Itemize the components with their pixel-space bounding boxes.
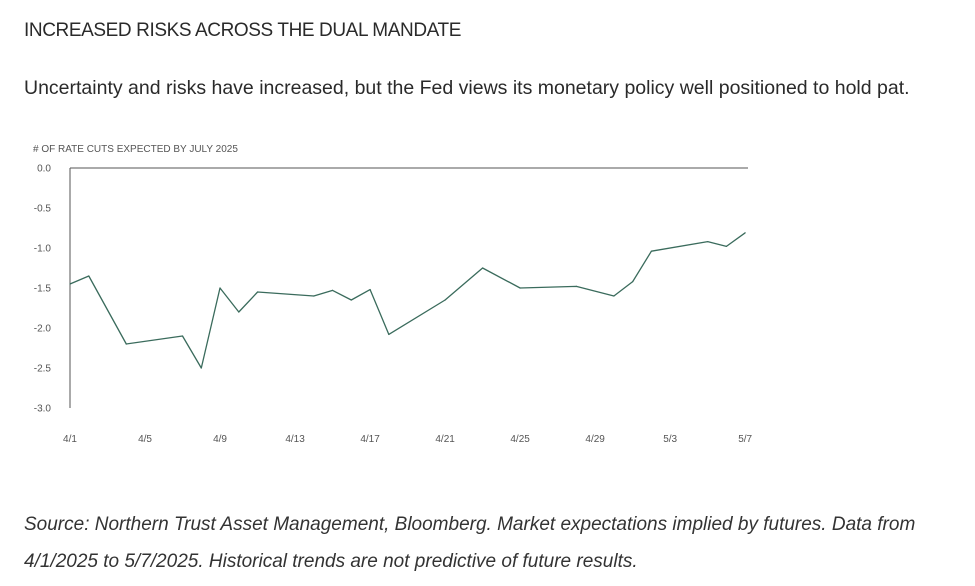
data-point: [181, 335, 184, 337]
y-tick-label: -0.5: [34, 204, 52, 215]
y-axis-label: # OF RATE CUTS EXPECTED BY JULY 2025: [33, 144, 238, 155]
data-point: [725, 245, 728, 247]
data-point: [238, 311, 240, 313]
x-tick-label: 4/5: [138, 434, 152, 445]
data-point: [650, 250, 653, 252]
chart-axes: [69, 167, 748, 408]
x-tick-label: 4/29: [585, 434, 605, 445]
y-tick-label: -1.5: [34, 284, 52, 295]
x-tick-label: 5/7: [738, 434, 752, 445]
data-point: [744, 232, 746, 234]
data-point: [125, 343, 127, 345]
source-note: Source: Northern Trust Asset Management,…: [24, 514, 916, 572]
data-point: [369, 289, 371, 291]
data-point: [707, 241, 709, 243]
chart-svg: # OF RATE CUTS EXPECTED BY JULY 2025 0.0…: [33, 144, 753, 445]
data-point: [331, 289, 334, 291]
data-point: [88, 275, 90, 277]
line-chart: # OF RATE CUTS EXPECTED BY JULY 2025 0.0…: [0, 136, 975, 456]
data-point: [444, 299, 446, 301]
x-tick-label: 4/1: [63, 434, 77, 445]
data-point: [350, 299, 352, 301]
y-tick-label: -2.0: [34, 324, 52, 335]
x-tick-label: 4/21: [435, 434, 455, 445]
y-tick-labels: 0.0 -0.5 -1.0 -1.5 -2.0 -2.5 -3.0: [34, 164, 52, 415]
data-point: [313, 295, 315, 297]
data-point: [200, 367, 202, 369]
data-point: [632, 281, 634, 283]
data-point: [256, 291, 259, 293]
data-point: [575, 285, 577, 287]
x-tick-label: 4/25: [510, 434, 530, 445]
series-group: [69, 232, 746, 369]
data-point: [219, 287, 221, 289]
x-tick-labels: 4/1 4/5 4/9 4/13 4/17 4/21 4/25 4/29 5/3 5/7: [63, 434, 753, 445]
x-tick-label: 4/9: [213, 434, 227, 445]
x-tick-label: 4/13: [285, 434, 305, 445]
data-point: [613, 295, 615, 297]
y-tick-label: 0.0: [37, 164, 51, 175]
x-tick-label: 5/3: [663, 434, 677, 445]
x-tick-label: 4/17: [360, 434, 380, 445]
data-point: [388, 333, 390, 335]
series-line: [69, 232, 746, 369]
y-tick-label: -2.5: [34, 364, 52, 375]
data-point: [482, 267, 484, 269]
y-tick-label: -3.0: [34, 404, 52, 415]
y-tick-label: -1.0: [34, 244, 52, 255]
chart-title: INCREASED RISKS ACROSS THE DUAL MANDATE: [24, 20, 461, 41]
data-point: [69, 283, 71, 285]
data-point: [519, 287, 521, 289]
chart-subtitle: Uncertainty and risks have increased, bu…: [24, 77, 910, 99]
